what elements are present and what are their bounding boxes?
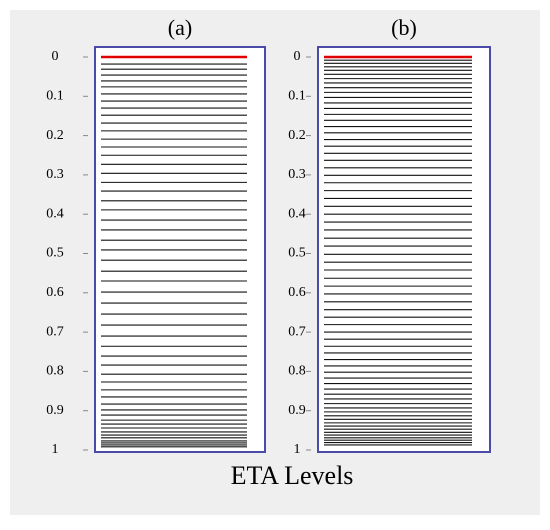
y-tick-label: 0.5 bbox=[288, 246, 306, 261]
y-tick-label: 0.2 bbox=[46, 128, 64, 143]
y-tick-label: 0.7 bbox=[288, 324, 306, 339]
y-tick-label: 0.7 bbox=[46, 324, 64, 339]
y-tick-label: 0.8 bbox=[288, 364, 306, 379]
panel-title: (a) bbox=[168, 15, 192, 40]
y-tick-label: 0.4 bbox=[288, 206, 306, 221]
y-tick-label: 0.3 bbox=[288, 167, 306, 182]
y-tick-label: 1 bbox=[294, 442, 301, 457]
y-tick-label: 0.4 bbox=[46, 206, 64, 221]
panel-frame bbox=[317, 46, 491, 453]
y-tick-label: 0.5 bbox=[46, 246, 64, 261]
y-tick-label: 0 bbox=[52, 49, 59, 64]
y-tick-label: 0.8 bbox=[46, 364, 64, 379]
y-tick-label: 0 bbox=[294, 49, 301, 64]
y-tick-label: 1 bbox=[52, 442, 59, 457]
y-tick-label: 0.9 bbox=[288, 403, 306, 418]
y-tick-label: 0.3 bbox=[46, 167, 64, 182]
y-tick-label: 0.6 bbox=[288, 285, 306, 300]
panel-title: (b) bbox=[391, 15, 417, 40]
y-tick-label: 0.1 bbox=[288, 89, 306, 104]
x-axis-label: ETA Levels bbox=[231, 461, 354, 490]
y-tick-label: 0.6 bbox=[46, 285, 64, 300]
y-tick-label: 0.1 bbox=[46, 89, 64, 104]
y-tick-label: 0.9 bbox=[46, 403, 64, 418]
y-tick-label: 0.2 bbox=[288, 128, 306, 143]
